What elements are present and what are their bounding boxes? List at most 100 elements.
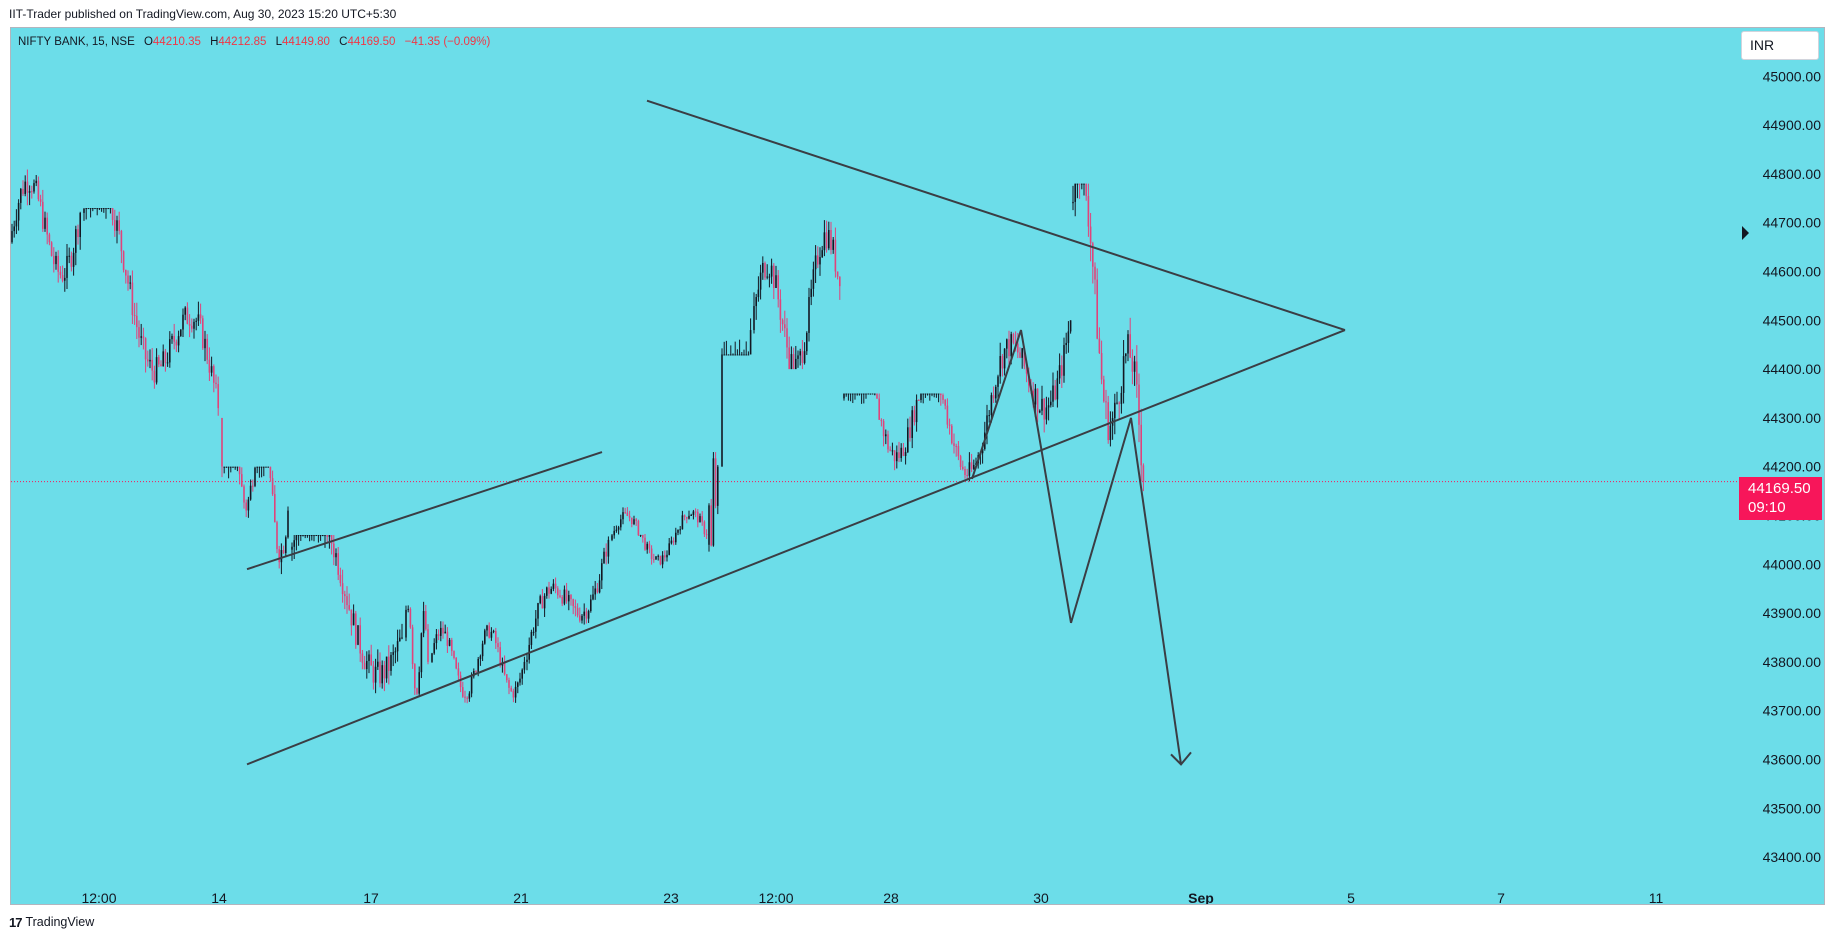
candle-body (446, 631, 449, 646)
lower-triangle-line (246, 329, 1346, 766)
y-tick-label: 44800.00 (1763, 166, 1822, 182)
candle-body (1006, 339, 1008, 349)
candle-body (53, 255, 55, 265)
candle-body (70, 255, 73, 267)
chart-pane[interactable]: 45000.00 44900.00 44800.00 44700.00 44600.00… (10, 27, 1825, 905)
candle-body (213, 366, 215, 383)
change-value: −41.35 (−0.09%) (404, 36, 491, 48)
candle-body (177, 336, 180, 346)
candle-body (324, 535, 326, 537)
candle-body (162, 351, 164, 367)
candle-body (898, 452, 900, 459)
candle-body (519, 678, 521, 683)
candle-body (819, 257, 821, 265)
candle-body (683, 515, 686, 518)
candle-body (988, 415, 990, 417)
candle-body (396, 641, 399, 652)
candle-body (96, 208, 98, 210)
candle-body (1058, 365, 1061, 379)
footer-brand[interactable]: 17 TradingView (9, 912, 94, 932)
candle-body (131, 282, 134, 316)
last-price-value: 44169.50 (1748, 480, 1811, 497)
candle-body (1021, 348, 1023, 358)
candle-body (85, 208, 87, 210)
candle-body (508, 680, 510, 688)
candle-body (366, 660, 368, 670)
candle-body (968, 462, 971, 476)
candle-body (350, 609, 353, 626)
candle-body (759, 272, 762, 290)
upper-triangle-line (646, 99, 1346, 332)
candle-body (615, 529, 618, 531)
candle-body (970, 462, 973, 469)
candle-body (775, 275, 777, 289)
candle-body (72, 252, 75, 267)
candle-body (777, 275, 779, 300)
candle-body (306, 535, 309, 537)
candle-body (495, 630, 497, 644)
candle-body (659, 555, 662, 565)
candle-body (374, 666, 377, 683)
candle-body (1103, 379, 1105, 402)
candle-body (962, 466, 964, 469)
candle-body (1109, 425, 1112, 441)
high-label: H (210, 36, 219, 48)
currency-selector[interactable]: INR (1741, 31, 1819, 60)
candle-body (620, 519, 622, 528)
symbol-name[interactable]: NIFTY BANK, 15, NSE (18, 36, 135, 48)
candle-body (723, 354, 725, 356)
candle-body (543, 595, 546, 609)
candle-body (550, 588, 552, 594)
candle-body (1014, 342, 1017, 344)
candle-body (249, 485, 252, 500)
candle-body (526, 659, 528, 662)
candle-body (427, 629, 429, 662)
candle-body (377, 661, 379, 667)
candle-body (836, 271, 839, 277)
candle-body (679, 529, 681, 531)
candle-body (414, 664, 416, 689)
price-chart[interactable]: 45000.00 44900.00 44800.00 44700.00 44600.00… (11, 28, 1825, 905)
candle-body (935, 393, 938, 395)
candle-body (232, 466, 234, 468)
candle-body (252, 485, 254, 487)
candle-body (409, 608, 412, 628)
candle-body (440, 627, 442, 636)
candle-body (757, 289, 760, 298)
candle-body (548, 587, 550, 594)
candle-body (295, 535, 298, 541)
candle-body (1125, 353, 1127, 357)
candle-body (263, 466, 265, 468)
open-value: 44210.35 (152, 36, 201, 48)
candle-body (160, 364, 162, 367)
candle-body (607, 539, 610, 557)
candle-body (330, 535, 333, 544)
header-bar: IIT-Trader published on TradingView.com,… (0, 0, 1835, 27)
candle-body (297, 535, 300, 537)
candle-body (46, 217, 48, 235)
candle-body (217, 384, 219, 409)
candle-body (20, 188, 22, 203)
candle-body (920, 393, 922, 400)
candle-body (823, 232, 826, 251)
candle-body (896, 452, 898, 462)
x-tick-label: 14 (211, 890, 227, 905)
candle-body (1041, 398, 1043, 411)
candle-body (909, 427, 911, 438)
candle-body (13, 226, 15, 232)
candle-body (574, 606, 577, 609)
candle-body (401, 637, 403, 639)
candle-body (940, 393, 942, 396)
candle-body (492, 630, 495, 632)
candle-body (517, 682, 519, 687)
candle-body (561, 596, 563, 604)
candle-body (315, 535, 317, 537)
candle-body (535, 618, 537, 632)
candle-body (1100, 353, 1103, 380)
candle-body (717, 466, 719, 506)
candle-body (1092, 243, 1094, 267)
candle-body (631, 517, 633, 525)
candle-body (304, 535, 306, 537)
candle-body (626, 512, 629, 516)
candle-body (810, 288, 812, 298)
